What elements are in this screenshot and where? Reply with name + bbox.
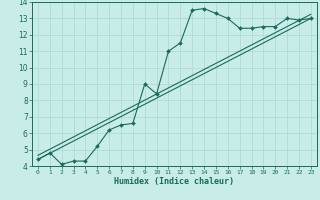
X-axis label: Humidex (Indice chaleur): Humidex (Indice chaleur) [115,177,234,186]
